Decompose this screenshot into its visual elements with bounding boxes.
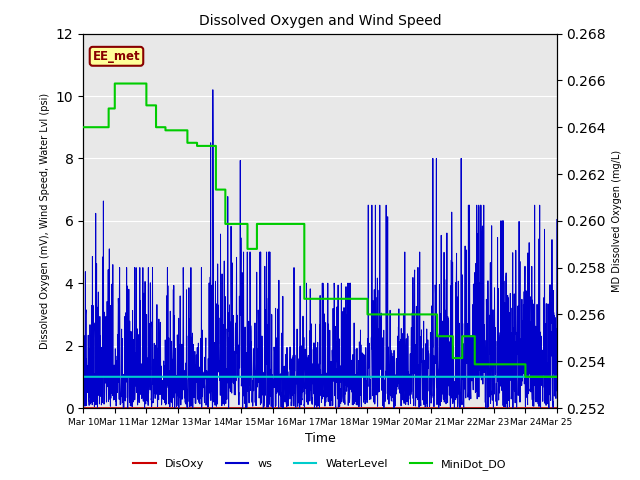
Text: EE_met: EE_met — [93, 50, 140, 63]
Legend: DisOxy, ws, WaterLevel, MiniDot_DO: DisOxy, ws, WaterLevel, MiniDot_DO — [129, 455, 511, 474]
X-axis label: Time: Time — [305, 432, 335, 445]
Y-axis label: MD Dissolved Oxygen (mg/L): MD Dissolved Oxygen (mg/L) — [612, 150, 621, 292]
Y-axis label: Dissolved Oxygen (mV), Wind Speed, Water Lvl (psi): Dissolved Oxygen (mV), Wind Speed, Water… — [40, 93, 51, 349]
Title: Dissolved Oxygen and Wind Speed: Dissolved Oxygen and Wind Speed — [198, 14, 442, 28]
